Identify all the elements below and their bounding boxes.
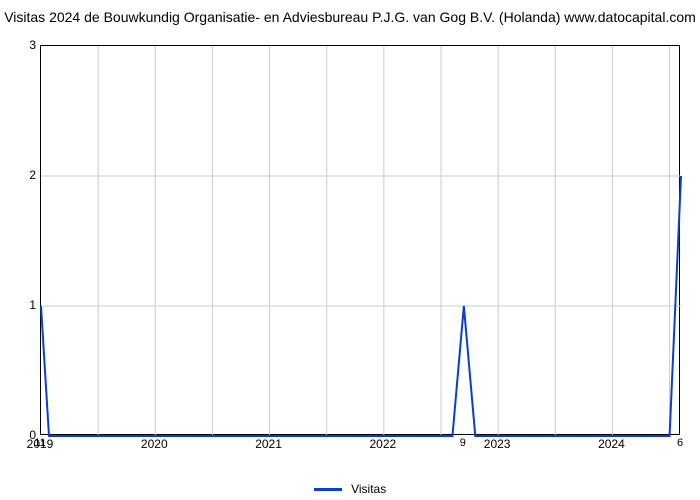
- point-label: 9: [460, 437, 466, 449]
- legend-label: Visitas: [351, 482, 386, 496]
- y-tick-label: 2: [29, 168, 36, 182]
- plot-area: [40, 45, 680, 435]
- chart-svg: [41, 46, 679, 434]
- x-tick-label: 2024: [598, 437, 625, 451]
- x-tick-label: 2021: [255, 437, 282, 451]
- point-label: 11: [34, 437, 45, 449]
- x-tick-label: 2022: [369, 437, 396, 451]
- y-tick-label: 1: [29, 298, 36, 312]
- point-label: 6: [677, 437, 683, 449]
- x-tick-label: 2020: [141, 437, 168, 451]
- legend-swatch: [314, 488, 342, 491]
- chart-title: Visitas 2024 de Bouwkundig Organisatie- …: [0, 8, 700, 26]
- legend: Visitas: [0, 482, 700, 496]
- x-tick-label: 2023: [484, 437, 511, 451]
- y-tick-label: 3: [29, 38, 36, 52]
